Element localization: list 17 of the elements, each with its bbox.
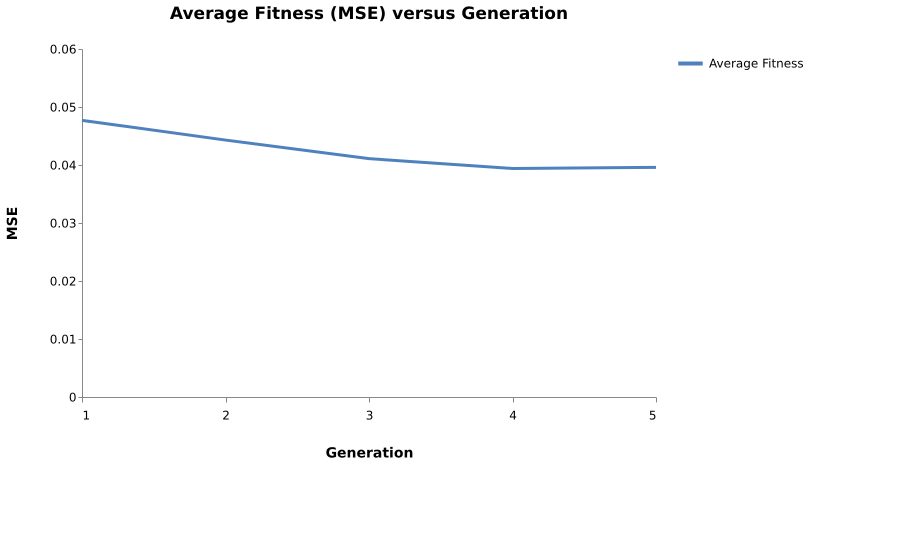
legend-label: Average Fitness [709, 56, 804, 70]
chart-title: Average Fitness (MSE) versus Generation [170, 4, 568, 24]
x-tick-label: 1 [82, 408, 90, 422]
x-tick-label: 3 [366, 408, 374, 422]
y-tick-label: 0.02 [50, 274, 76, 288]
x-tick-label: 2 [222, 408, 230, 422]
x-axis-title: Generation [326, 446, 414, 462]
y-tick-label: 0.06 [50, 42, 76, 56]
y-tick-label: 0 [68, 390, 76, 404]
y-tick-label: 0.01 [50, 332, 76, 346]
y-tick-label: 0.04 [50, 158, 76, 172]
y-axis-title: MSE [4, 206, 21, 240]
line-series [80, 118, 658, 170]
x-tick-label: 4 [509, 408, 517, 422]
y-tick-label: 0.03 [50, 216, 76, 230]
y-tick-label: 0.05 [50, 100, 76, 114]
x-tick-label: 5 [648, 408, 656, 422]
